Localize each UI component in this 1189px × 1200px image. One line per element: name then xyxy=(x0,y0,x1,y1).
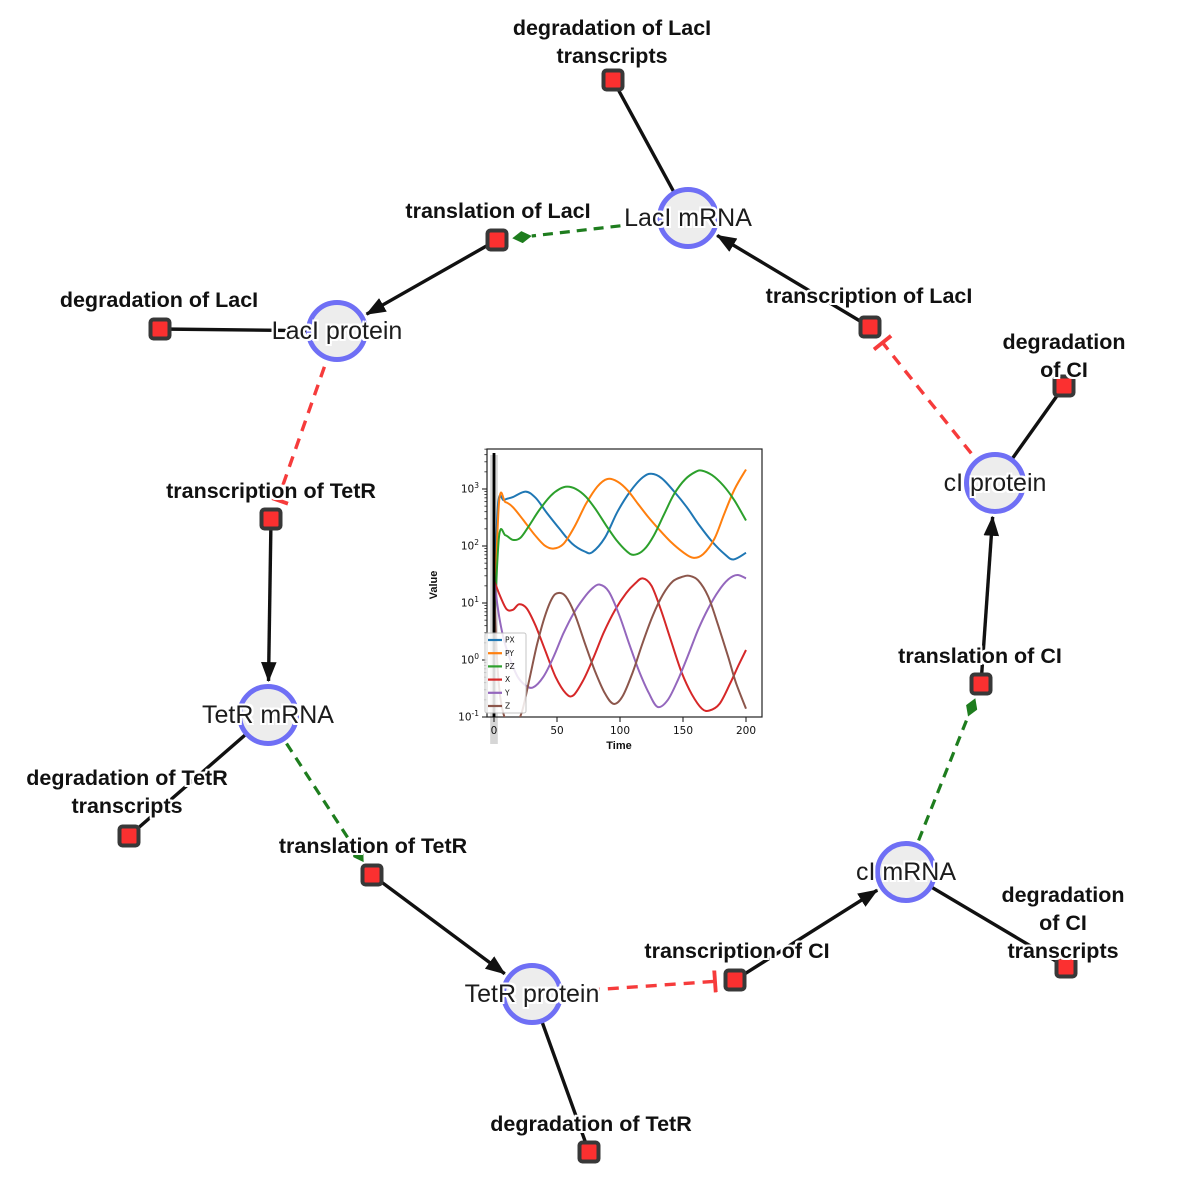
series-PZ xyxy=(493,469,747,633)
svg-text:100: 100 xyxy=(461,652,479,667)
reaction-node-deg_ci[interactable] xyxy=(1052,374,1076,398)
svg-text:PY: PY xyxy=(505,649,514,658)
species-label-laci_protein: LacI protein xyxy=(271,317,403,345)
reaction-label-deg_tetr: degradation of TetR xyxy=(490,1112,692,1137)
svg-text:PX: PX xyxy=(505,636,515,645)
edge-ci_mrna-deg_ci_tx xyxy=(905,870,1067,969)
edge-ci_mrna-transl_ci xyxy=(904,698,978,873)
species-label-laci_mrna: LacI mRNA xyxy=(624,204,752,232)
svg-text:200: 200 xyxy=(736,725,756,737)
edge-transl_tetr-tetr_protein xyxy=(370,873,506,976)
svg-text:150: 150 xyxy=(673,725,693,737)
svg-text:10-1: 10-1 xyxy=(458,709,479,724)
reaction-node-transcr_laci[interactable] xyxy=(858,315,882,339)
svg-text:PZ: PZ xyxy=(505,662,515,671)
reaction-label-deg_laci: degradation of LacI xyxy=(59,288,259,313)
reaction-node-transl_laci[interactable] xyxy=(485,228,509,252)
reaction-node-deg_laci[interactable] xyxy=(148,317,172,341)
reaction-label-transl_laci: translation of LacI xyxy=(405,199,591,224)
edge-tetr_protein-transcr_ci xyxy=(531,970,718,996)
reaction-label-deg_ci_tx: degradation of CI transcripts xyxy=(1001,883,1125,963)
reaction-label-deg_tetr_tx: degradation of TetR transcripts xyxy=(26,766,228,818)
reaction-label-transcr_ci: transcription of CI xyxy=(644,939,830,964)
simulation-plot-inset: 103 102 101 100 10-1 0 50 100 150 200 PX PY PZ X Y Z Va… xyxy=(428,437,772,763)
reaction-label-transcr_tetr: transcription of TetR xyxy=(166,479,376,504)
edge-transcr_laci-laci_mrna xyxy=(716,234,871,329)
svg-text:103: 103 xyxy=(461,481,479,496)
chart-legend: PX PY PZ XYZ xyxy=(484,632,527,714)
edge-transl_ci-ci_protein xyxy=(979,515,1000,685)
reaction-label-transcr_laci: transcription of LacI xyxy=(765,284,973,309)
species-label-tetr_mrna: TetR mRNA xyxy=(202,701,334,729)
species-node-tetr_protein[interactable] xyxy=(501,963,563,1025)
species-node-laci_protein[interactable] xyxy=(306,300,368,362)
species-node-ci_mrna[interactable] xyxy=(875,841,937,903)
svg-text:50: 50 xyxy=(550,725,563,737)
svg-text:Y: Y xyxy=(504,688,510,697)
series-Z xyxy=(493,574,747,717)
species-node-tetr_mrna[interactable] xyxy=(237,684,299,746)
reaction-node-deg_tetr_tx[interactable] xyxy=(117,824,141,848)
reaction-label-deg_ci: degradation of CI xyxy=(1002,330,1126,382)
species-label-ci_protein: cI protein xyxy=(943,469,1047,497)
edge-transl_laci-laci_protein xyxy=(365,238,498,316)
reaction-node-deg_tetr[interactable] xyxy=(577,1140,601,1164)
reaction-label-transl_ci: translation of CI xyxy=(898,644,1062,669)
reaction-node-deg_laci_tx[interactable] xyxy=(601,68,625,92)
reaction-node-transcr_tetr[interactable] xyxy=(259,507,283,531)
reaction-label-transl_tetr: translation of TetR xyxy=(278,834,468,859)
svg-text:X: X xyxy=(505,675,510,684)
series-X xyxy=(493,577,747,712)
reaction-label-deg_laci_tx: degradation of LacI transcripts xyxy=(512,16,712,68)
reaction-node-transl_ci[interactable] xyxy=(969,672,993,696)
svg-text:101: 101 xyxy=(461,595,479,610)
simulation-chart: 103 102 101 100 10-1 0 50 100 150 200 PX PY PZ XYZ xyxy=(458,448,763,744)
svg-text:100: 100 xyxy=(610,725,630,737)
reaction-node-transl_tetr[interactable] xyxy=(360,863,384,887)
reaction-node-transcr_ci[interactable] xyxy=(723,968,747,992)
reaction-node-deg_ci_tx[interactable] xyxy=(1054,955,1078,979)
series-PY xyxy=(493,468,747,633)
species-node-laci_mrna[interactable] xyxy=(657,187,719,249)
svg-text:102: 102 xyxy=(461,538,479,553)
edge-transcr_tetr-tetr_mrna xyxy=(261,518,277,683)
species-label-tetr_protein: TetR protein xyxy=(464,980,600,1008)
svg-text:0: 0 xyxy=(491,725,498,737)
svg-text:Z: Z xyxy=(505,702,510,711)
series-PX xyxy=(493,472,747,633)
species-label-ci_mrna: cI mRNA xyxy=(856,858,956,886)
edge-transcr_ci-ci_mrna xyxy=(734,888,879,982)
chart-y-axis-label: Value xyxy=(428,570,440,600)
species-node-ci_protein[interactable] xyxy=(964,452,1026,514)
chart-x-axis-label: Time xyxy=(606,740,632,752)
